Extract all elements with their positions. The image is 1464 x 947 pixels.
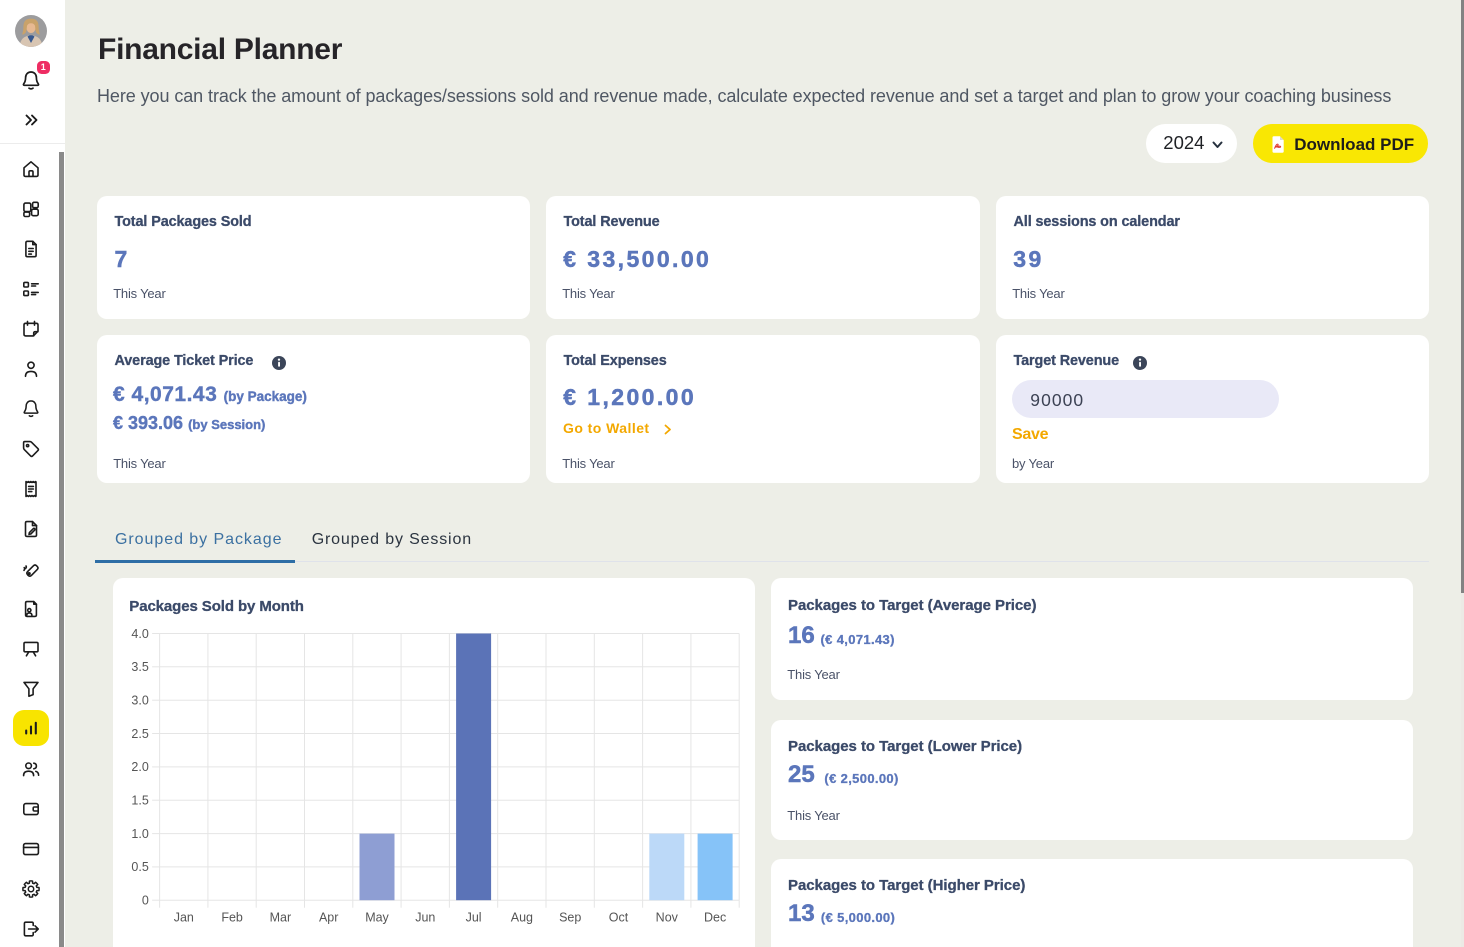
svg-text:Dec: Dec: [704, 911, 726, 925]
svg-text:Jun: Jun: [415, 911, 435, 925]
svg-text:4.0: 4.0: [131, 627, 148, 641]
svg-text:1.0: 1.0: [131, 827, 148, 841]
svg-text:Sep: Sep: [559, 911, 581, 925]
svg-text:May: May: [365, 911, 389, 925]
svg-text:3.5: 3.5: [131, 660, 148, 674]
svg-text:2.5: 2.5: [131, 727, 148, 741]
svg-text:2.0: 2.0: [131, 760, 148, 774]
svg-text:0: 0: [142, 894, 149, 908]
svg-text:Aug: Aug: [511, 911, 533, 925]
svg-text:Jul: Jul: [466, 911, 482, 925]
svg-text:Apr: Apr: [319, 911, 338, 925]
svg-text:Mar: Mar: [270, 911, 292, 925]
svg-text:Jan: Jan: [174, 911, 194, 925]
svg-text:1.5: 1.5: [131, 794, 148, 808]
svg-text:0.5: 0.5: [131, 860, 148, 874]
svg-text:Oct: Oct: [609, 911, 629, 925]
svg-text:3.0: 3.0: [131, 694, 148, 708]
svg-text:Feb: Feb: [221, 911, 243, 925]
svg-text:Nov: Nov: [656, 911, 679, 925]
